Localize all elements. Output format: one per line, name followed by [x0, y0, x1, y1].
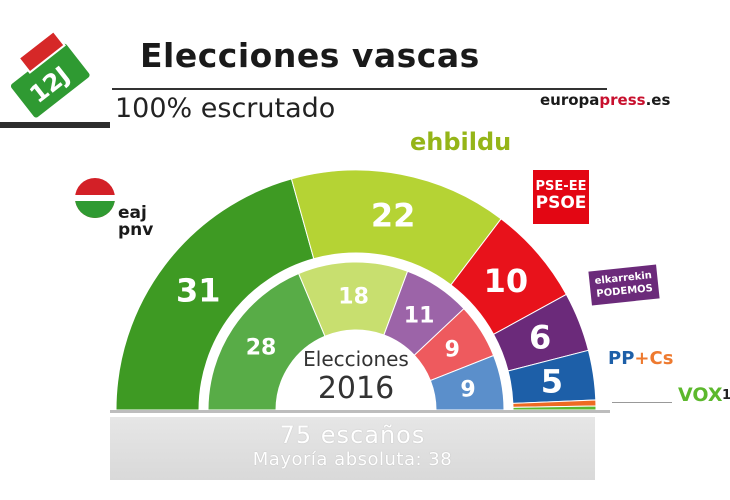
outer-label-2: 10 [484, 262, 529, 300]
podemos-logo: elkarrekin PODEMOS [588, 264, 660, 306]
page-subtitle: 100% escrutado [115, 93, 336, 124]
inner-slice-0 [207, 272, 326, 411]
inner-label-4: 9 [460, 377, 475, 402]
plus-sign: + [634, 348, 650, 369]
psoe-logo-line1: PSE-EE [535, 179, 587, 194]
outer-label-3: 6 [529, 318, 551, 356]
outer-labels: 31 22 106 5 [176, 197, 563, 401]
pnv-logo-line2: pnv [118, 220, 154, 240]
outer-label-0: 31 [176, 271, 221, 309]
outer-label-1: 22 [371, 197, 416, 235]
vox-seat-count: 1 [722, 388, 730, 403]
inner-label-2: 11 [404, 304, 435, 329]
inner-ring [199, 253, 513, 411]
vox-leader-line [612, 402, 672, 403]
brand-part-c: .es [645, 91, 671, 109]
inner-label-3: 9 [445, 338, 460, 363]
psoe-logo: PSE-EE PSOE [533, 170, 589, 224]
cs-logo-text: Cs [649, 348, 674, 369]
inner-label-0: 28 [246, 336, 277, 361]
inner-ring-label-line2: 2016 [318, 371, 394, 406]
psoe-logo-line2: PSOE [535, 193, 587, 213]
outer-label-4: 5 [541, 362, 563, 400]
outer-ring [115, 169, 597, 411]
page-title: Elecciones vascas [140, 36, 480, 75]
brand-part-a: europa [540, 91, 600, 109]
total-seats: 75 escaños [279, 421, 426, 449]
majority-threshold: Mayoría absoluta: 38 [252, 449, 453, 470]
pp-cs-logo: PP+Cs [608, 348, 673, 369]
brand-part-b: press [599, 91, 646, 109]
inner-labels: 28 18 11 99 [246, 285, 476, 403]
brand-logo: europapress.es [540, 91, 670, 109]
chart-baseline [110, 410, 610, 413]
ballot-box-icon: 12J [0, 29, 110, 128]
footer-panel: 75 escaños Mayoría absoluta: 38 [110, 417, 595, 480]
vox-logo: VOX [678, 384, 723, 406]
inner-ring-label-line1: Elecciones [303, 347, 409, 371]
pp-logo-text: PP [608, 348, 635, 369]
pnv-logo: eaj pnv [118, 205, 153, 239]
title-rule [112, 88, 607, 90]
pnv-logo-mark [75, 178, 115, 218]
inner-label-1: 18 [338, 285, 369, 310]
pnv-logo-line1: eaj [118, 203, 147, 223]
ehbildu-logo: ehbildu [410, 128, 512, 156]
